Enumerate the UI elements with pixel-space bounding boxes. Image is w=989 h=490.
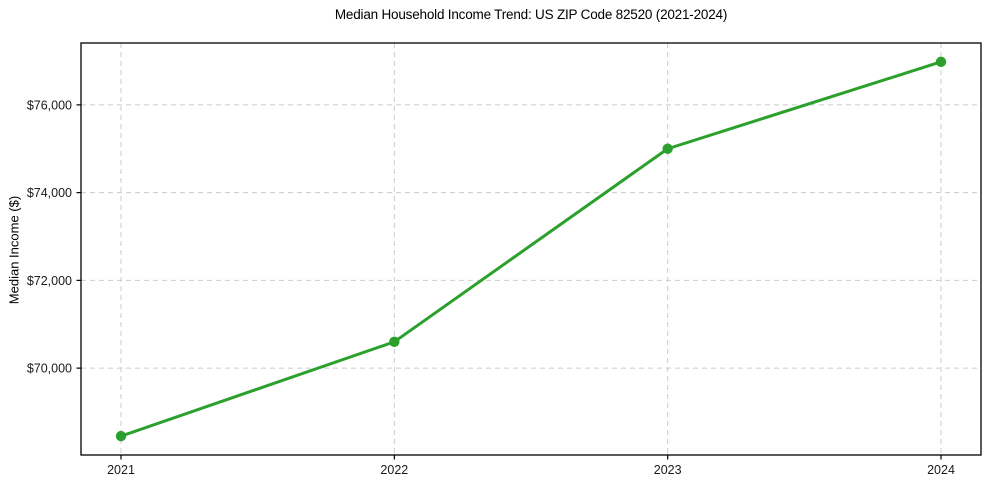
chart-title: Median Household Income Trend: US ZIP Co…: [334, 7, 728, 22]
data-point-2022: [389, 336, 400, 347]
x-tick-label: 2023: [654, 463, 682, 477]
data-point-2023: [662, 143, 673, 154]
y-tick-label: $72,000: [27, 274, 72, 288]
x-tick-label: 2021: [107, 463, 135, 477]
x-tick-label: 2022: [380, 463, 408, 477]
y-tick-label: $70,000: [27, 362, 72, 376]
data-point-2024: [935, 56, 947, 68]
plot-frame: [80, 42, 982, 456]
x-tick-label: 2024: [927, 463, 955, 477]
data-point-2021: [115, 430, 127, 442]
trend-line: [119, 60, 943, 438]
y-tick-label: $74,000: [27, 186, 72, 200]
y-tick-label: $76,000: [27, 98, 72, 112]
